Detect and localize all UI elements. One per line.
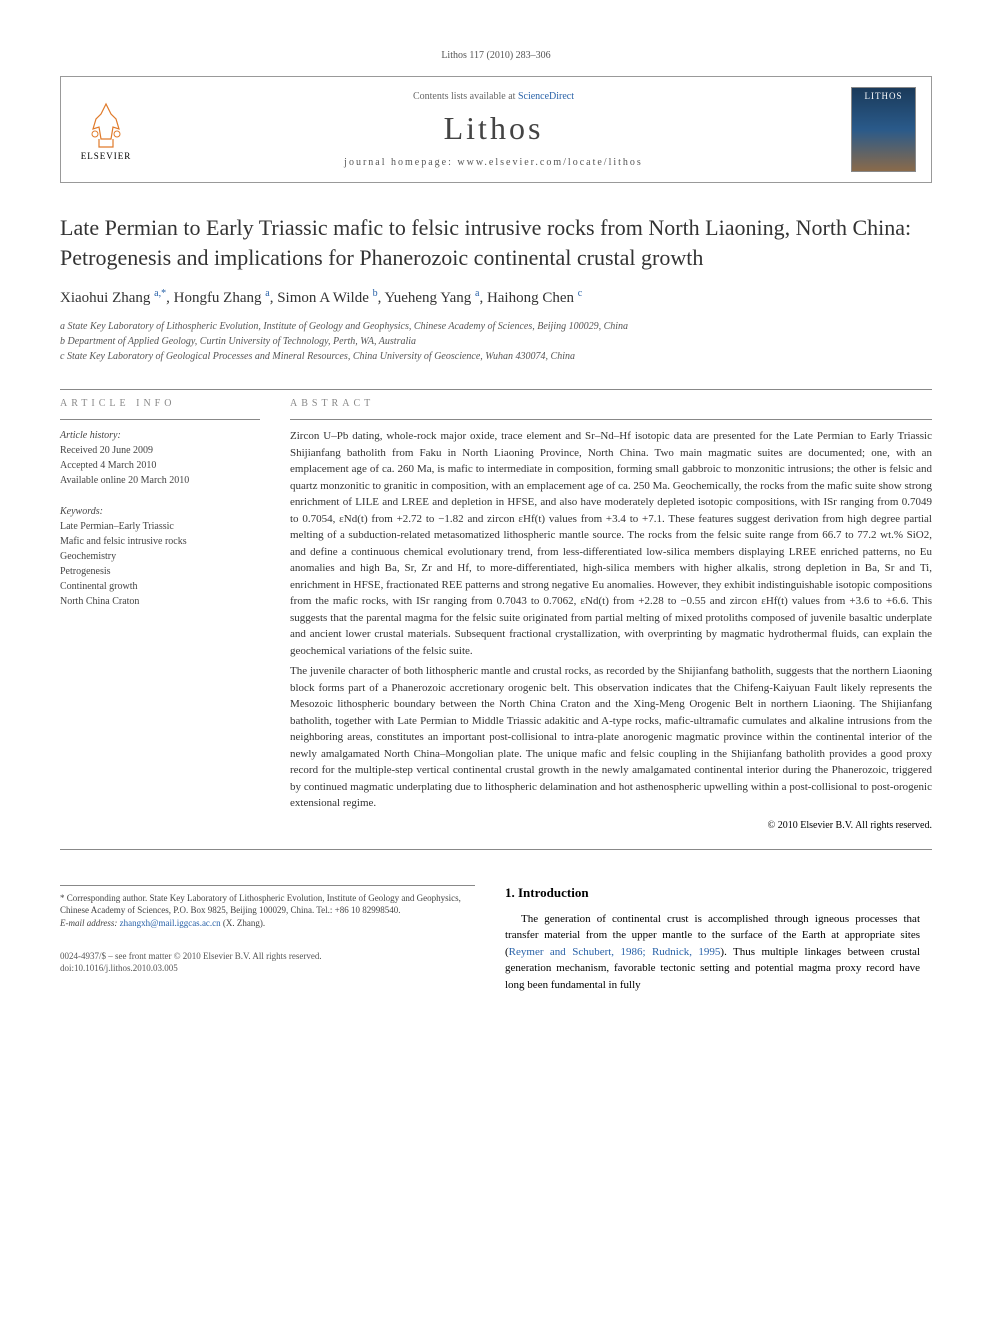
abstract-body: Zircon U–Pb dating, whole-rock major oxi… (290, 428, 932, 812)
intro-heading: 1. Introduction (505, 885, 920, 901)
keywords-label: Keywords: (60, 504, 260, 519)
sciencedirect-link[interactable]: ScienceDirect (518, 91, 574, 102)
abstract-paragraph-2: The juvenile character of both lithosphe… (290, 663, 932, 812)
abstract-paragraph-1: Zircon U–Pb dating, whole-rock major oxi… (290, 428, 932, 659)
history-line: Available online 20 March 2010 (60, 473, 260, 488)
cover-label: LITHOS (865, 91, 903, 101)
affiliation-line: a State Key Laboratory of Lithospheric E… (60, 319, 932, 334)
history-line: Received 20 June 2009 (60, 443, 260, 458)
citation-link[interactable]: Reymer and Schubert, 1986; Rudnick, 1995 (509, 946, 721, 958)
journal-homepage: journal homepage: www.elsevier.com/locat… (136, 157, 851, 168)
email-link[interactable]: zhangxh@mail.iggcas.ac.cn (120, 918, 221, 928)
keyword-line: Petrogenesis (60, 564, 260, 579)
corresponding-author-footnote: * Corresponding author. State Key Labora… (60, 885, 475, 930)
journal-cover-thumbnail: LITHOS (851, 87, 916, 172)
issn-line: 0024-4937/$ – see front matter © 2010 El… (60, 950, 475, 963)
keyword-line: North China Craton (60, 594, 260, 609)
authors-list: Xiaohui Zhang a,*, Hongfu Zhang a, Simon… (60, 288, 932, 307)
elsevier-label: ELSEVIER (81, 151, 132, 161)
doi-line: doi:10.1016/j.lithos.2010.03.005 (60, 962, 475, 975)
keyword-line: Mafic and felsic intrusive rocks (60, 534, 260, 549)
article-history: Article history: Received 20 June 2009Ac… (60, 428, 260, 488)
history-line: Accepted 4 March 2010 (60, 458, 260, 473)
keyword-line: Continental growth (60, 579, 260, 594)
divider (60, 389, 932, 390)
divider (60, 419, 260, 420)
bottom-meta: 0024-4937/$ – see front matter © 2010 El… (60, 950, 475, 975)
elsevier-logo: ELSEVIER (76, 95, 136, 165)
corresp-text: * Corresponding author. State Key Labora… (60, 892, 475, 917)
journal-title: Lithos (136, 110, 851, 147)
affiliation-line: c State Key Laboratory of Geological Pro… (60, 349, 932, 364)
keyword-line: Geochemistry (60, 549, 260, 564)
intro-paragraph: The generation of continental crust is a… (505, 911, 920, 994)
header-citation: Lithos 117 (2010) 283–306 (60, 50, 932, 61)
history-label: Article history: (60, 428, 260, 443)
email-line: E-mail address: zhangxh@mail.iggcas.ac.c… (60, 917, 475, 930)
abstract-heading: ABSTRACT (290, 398, 932, 409)
homepage-url[interactable]: www.elsevier.com/locate/lithos (457, 157, 642, 168)
copyright-line: © 2010 Elsevier B.V. All rights reserved… (290, 820, 932, 831)
article-title: Late Permian to Early Triassic mafic to … (60, 213, 932, 272)
divider (60, 849, 932, 850)
article-info-heading: ARTICLE INFO (60, 398, 260, 409)
affiliation-line: b Department of Applied Geology, Curtin … (60, 334, 932, 349)
affiliations: a State Key Laboratory of Lithospheric E… (60, 319, 932, 364)
divider (290, 419, 932, 420)
elsevier-tree-icon (81, 99, 131, 149)
contents-available: Contents lists available at ScienceDirec… (136, 91, 851, 102)
contents-prefix: Contents lists available at (413, 91, 518, 102)
keywords-block: Keywords: Late Permian–Early TriassicMaf… (60, 504, 260, 609)
keyword-line: Late Permian–Early Triassic (60, 519, 260, 534)
journal-banner: ELSEVIER Contents lists available at Sci… (60, 76, 932, 183)
